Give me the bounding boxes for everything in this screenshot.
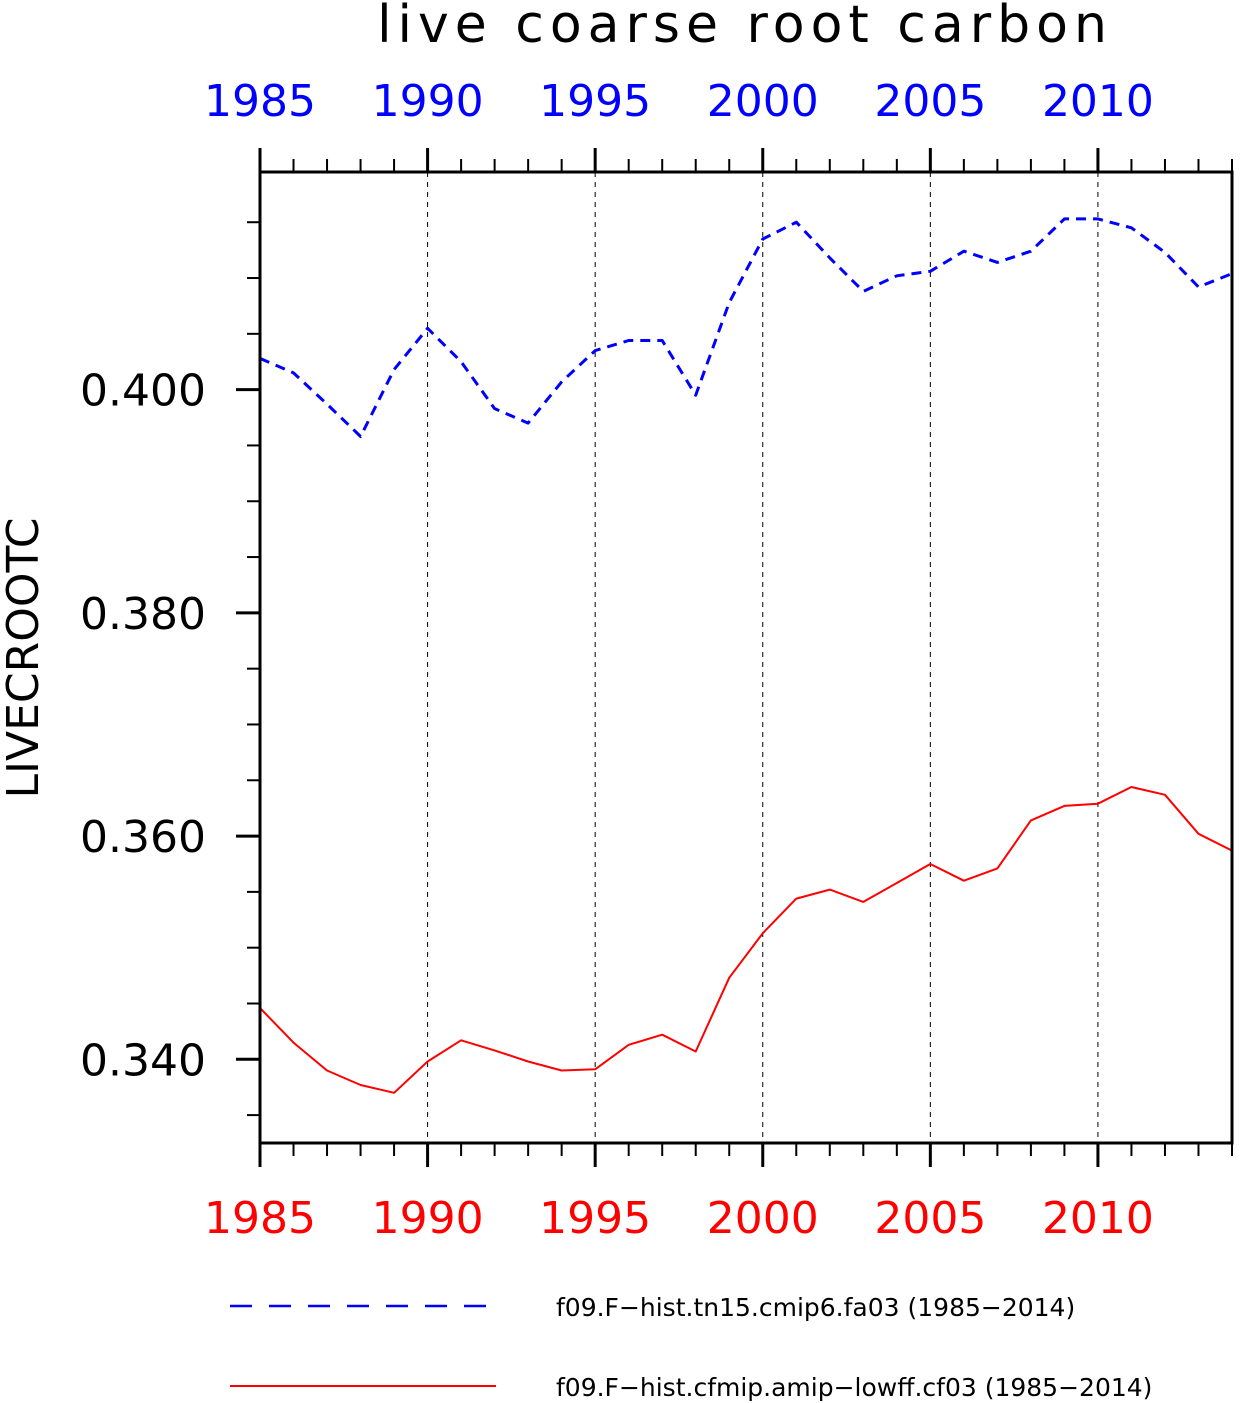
y-tick-label: 0.400 — [80, 366, 206, 417]
bottom-x-tick-label: 1985 — [204, 1193, 316, 1244]
series-line-blue-dashed — [259, 217, 1233, 438]
top-x-tick-label: 2010 — [1042, 76, 1154, 127]
bottom-x-tick-label: 2005 — [874, 1193, 986, 1244]
vertical-gridlines — [427, 172, 1099, 1143]
top-x-tick-label: 1990 — [372, 76, 484, 127]
y-tick-label: 0.340 — [80, 1035, 206, 1086]
legend-label-series-2: f09.F−hist.cfmip.amip−lowff.cf03 (1985−2… — [556, 1373, 1152, 1402]
series-lines — [259, 217, 1233, 1094]
top-x-tick-label: 1995 — [539, 76, 651, 127]
bottom-x-tick-label: 1990 — [372, 1193, 484, 1244]
bottom-x-tick-label: 1995 — [539, 1193, 651, 1244]
top-x-tick-label: 1985 — [204, 76, 316, 127]
top-x-axis-labels: 1985 1990 1995 2000 2005 2010 — [204, 76, 1154, 127]
top-x-tick-label: 2000 — [707, 76, 819, 127]
series-line-red-solid — [259, 786, 1233, 1094]
bottom-x-axis-labels: 1985 1990 1995 2000 2005 2010 — [204, 1193, 1154, 1244]
y-axis-title: LIVECROOTC — [0, 518, 49, 799]
legend-label-series-1: f09.F−hist.tn15.cmip6.fa03 (1985−2014) — [556, 1293, 1075, 1322]
y-axis-labels: 0.340 0.360 0.380 0.400 — [80, 366, 206, 1087]
axis-ticks — [236, 148, 1233, 1167]
plot-frame — [258, 170, 1234, 1145]
bottom-x-tick-label: 2000 — [707, 1193, 819, 1244]
legend: f09.F−hist.tn15.cmip6.fa03 (1985−2014) f… — [230, 1293, 1152, 1402]
y-tick-label: 0.380 — [80, 589, 206, 640]
y-tick-label: 0.360 — [80, 812, 206, 863]
chart-title: live coarse root carbon — [377, 0, 1113, 55]
top-x-tick-label: 2005 — [874, 76, 986, 127]
bottom-x-tick-label: 2010 — [1042, 1193, 1154, 1244]
